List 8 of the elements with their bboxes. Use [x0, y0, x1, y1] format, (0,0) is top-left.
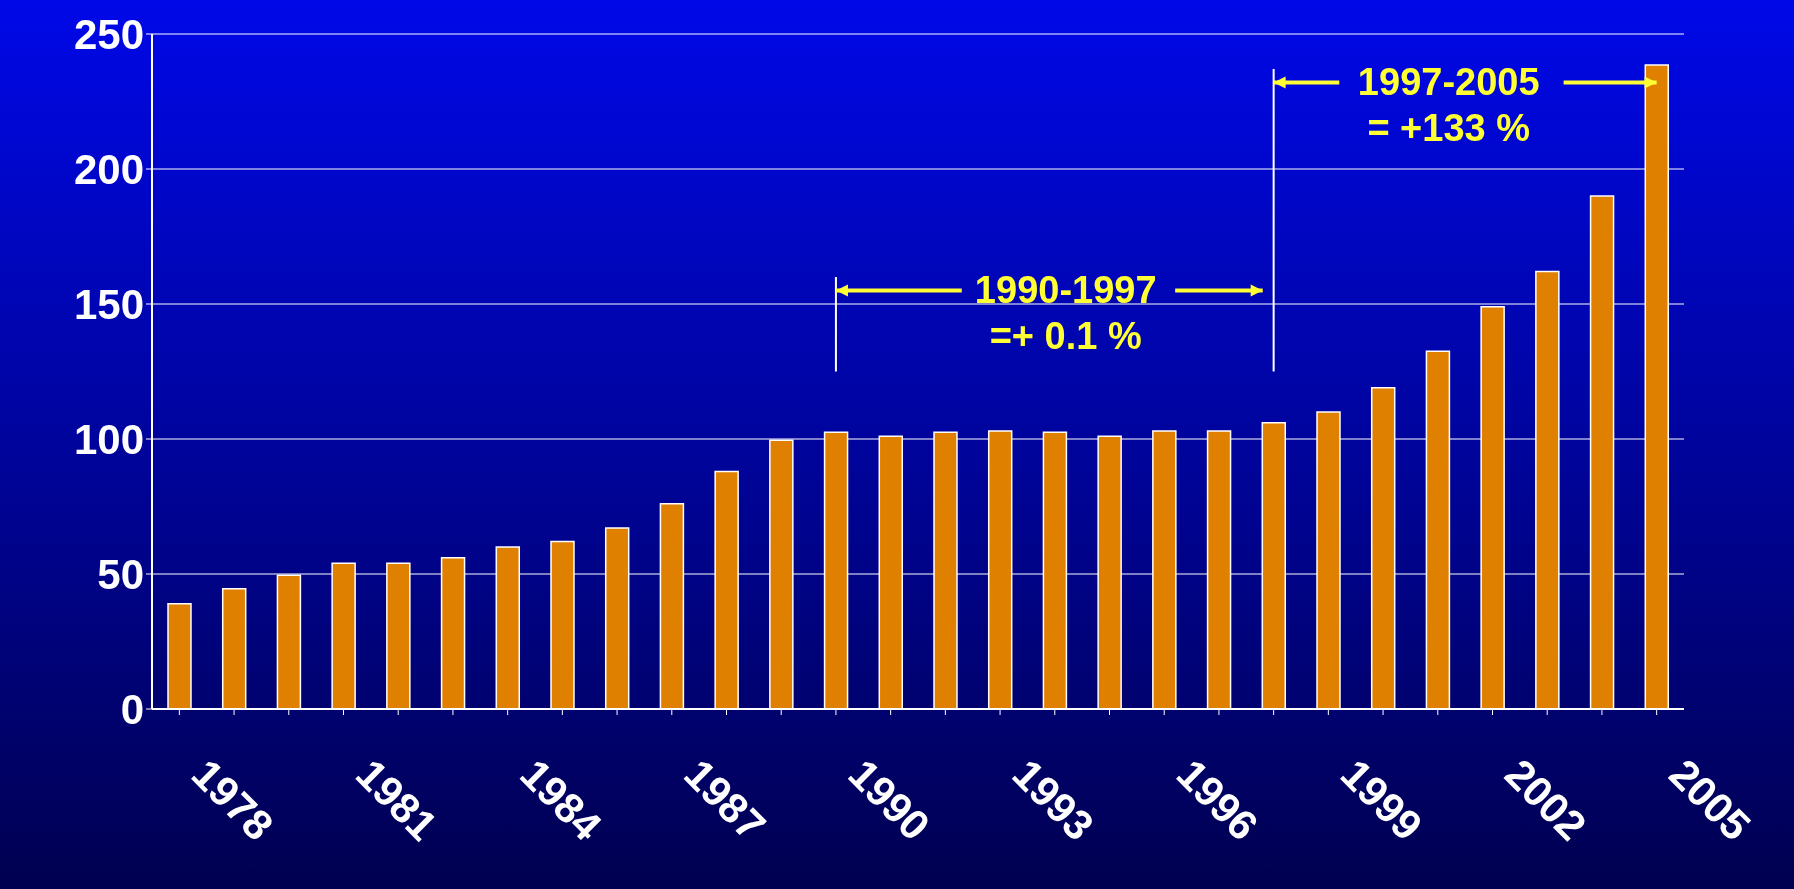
y-tick-label: 100 [73, 415, 144, 463]
y-tick-label: 150 [73, 280, 144, 328]
y-tick-label: 0 [120, 685, 144, 733]
y-tick-label: 250 [73, 10, 144, 58]
y-tick-label: 50 [97, 550, 144, 598]
y-tick-label: 200 [73, 145, 144, 193]
annotation: 1990-1997 =+ 0.1 % [974, 268, 1157, 357]
annotation: 1997-2005 = +133 % [1357, 60, 1540, 149]
